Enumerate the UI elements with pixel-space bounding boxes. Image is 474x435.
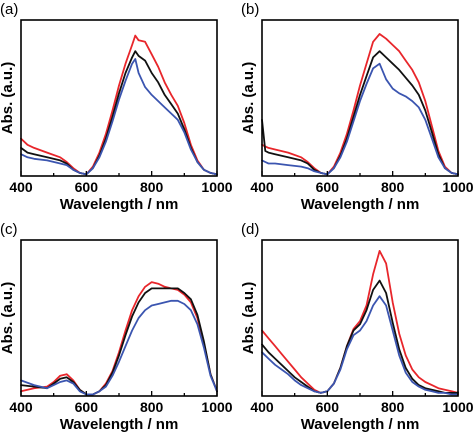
x-tick-label: 800 <box>140 179 164 195</box>
panel-label: (a) <box>0 1 18 18</box>
x-tick-label: 800 <box>140 399 164 415</box>
panel-label: (c) <box>0 221 18 238</box>
x-axis-label: Wavelength / nm <box>301 416 420 433</box>
x-tick-label: 400 <box>250 179 274 195</box>
x-axis-label: Wavelength / nm <box>60 196 179 213</box>
x-tick-label: 1000 <box>201 399 232 415</box>
y-axis-label: Abs. (a.u.) <box>0 62 16 135</box>
x-tick-label: 800 <box>381 179 405 195</box>
plot-frame <box>261 239 459 397</box>
x-tick-label: 600 <box>316 179 340 195</box>
series-line-black <box>20 287 218 396</box>
x-axis-label: Wavelength / nm <box>301 196 420 213</box>
y-axis-label: Abs. (a.u.) <box>0 282 16 355</box>
series-line-blue <box>261 295 459 396</box>
x-tick-label: 600 <box>316 399 340 415</box>
x-tick-label: 1000 <box>442 399 473 415</box>
series-line-blue <box>261 62 459 176</box>
x-tick-label: 600 <box>75 179 99 195</box>
series-line-blue <box>20 58 218 176</box>
series-line-red <box>20 34 218 176</box>
x-tick-label: 400 <box>250 399 274 415</box>
x-tick-label: 800 <box>381 399 405 415</box>
plot-frame <box>20 239 218 397</box>
x-tick-label: 600 <box>75 399 99 415</box>
series-line-black <box>261 279 459 394</box>
series-line-blue <box>20 299 218 396</box>
y-axis-label: Abs. (a.u.) <box>240 62 257 135</box>
x-tick-label: 400 <box>9 179 33 195</box>
series-line-black <box>20 50 218 176</box>
series-line-red <box>20 281 218 396</box>
series-line-red <box>261 250 459 394</box>
panel-label: (b) <box>241 1 259 18</box>
x-axis-label: Wavelength / nm <box>60 416 179 433</box>
x-tick-label: 1000 <box>201 179 232 195</box>
series-line-red <box>261 33 459 176</box>
x-tick-label: 400 <box>9 399 33 415</box>
y-axis-label: Abs. (a.u.) <box>240 282 257 355</box>
x-tick-label: 1000 <box>442 179 473 195</box>
panel-label: (d) <box>241 221 259 238</box>
series-line-black <box>261 50 459 176</box>
